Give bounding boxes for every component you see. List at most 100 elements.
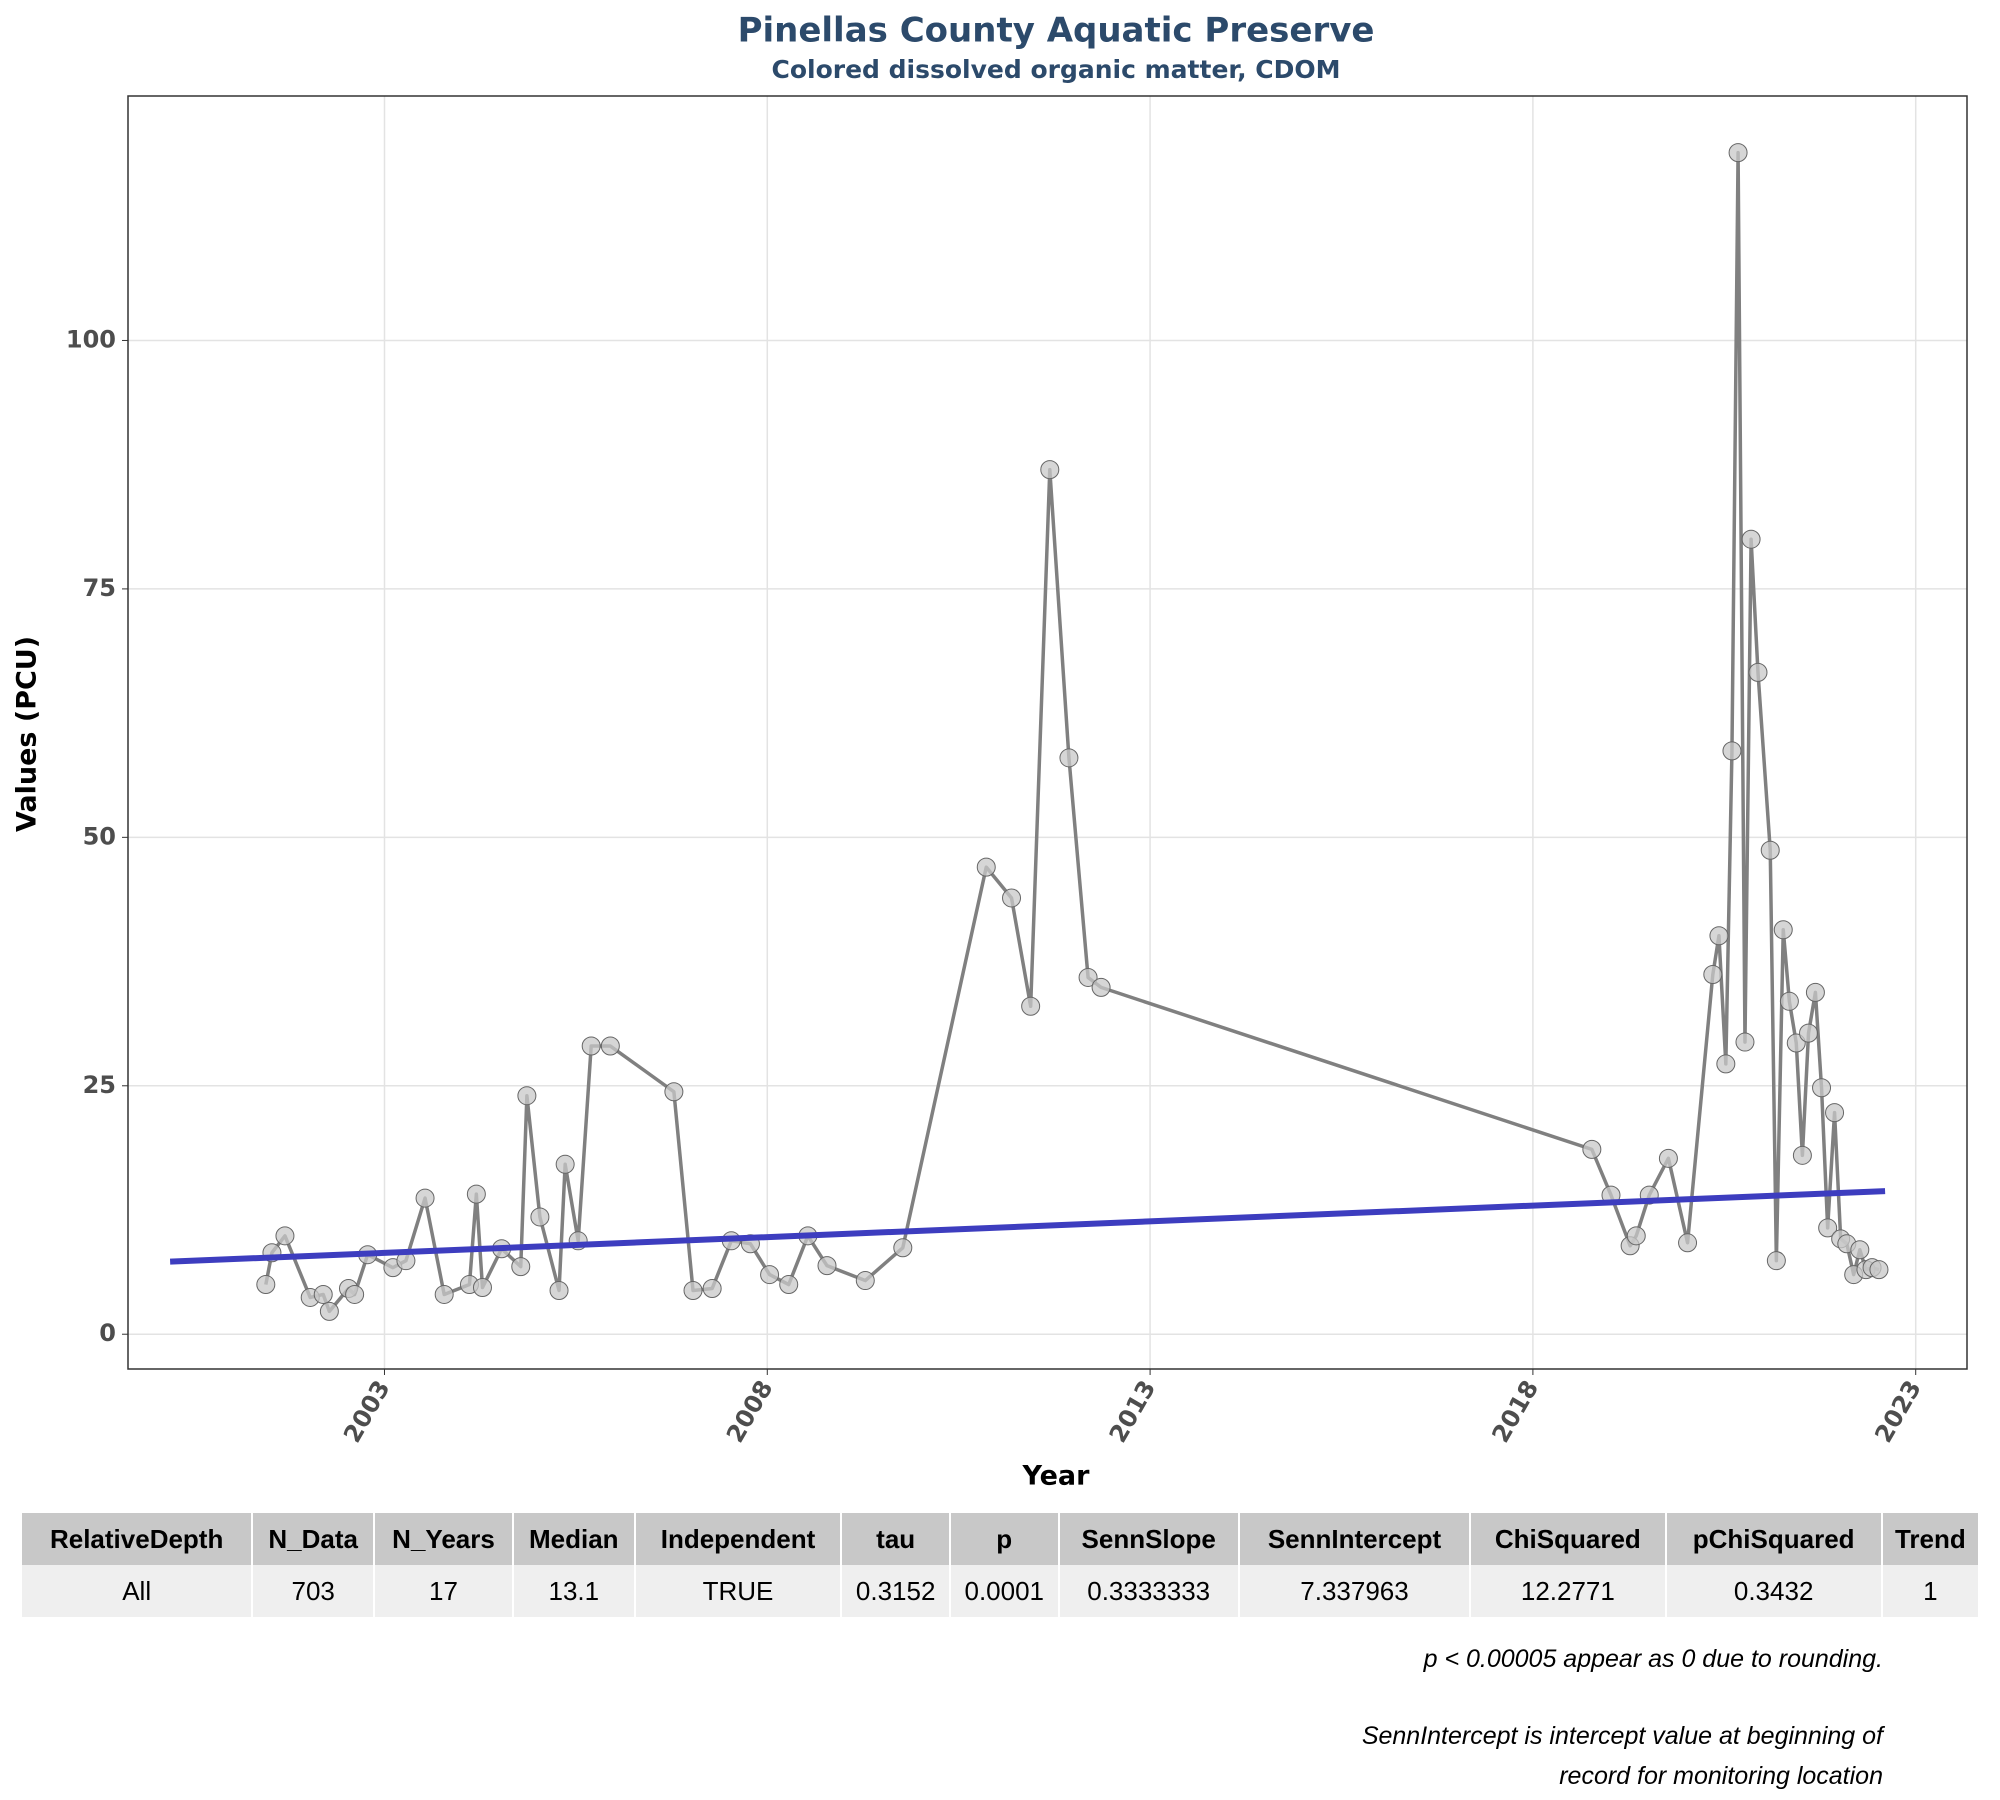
y-tick-label: 25 bbox=[83, 1071, 116, 1099]
data-point bbox=[1582, 1139, 1602, 1159]
table-cell: 0.3152 bbox=[842, 1565, 949, 1617]
x-axis-label: Year bbox=[1022, 1461, 1091, 1492]
data-point bbox=[1760, 840, 1780, 860]
data-point bbox=[976, 857, 996, 877]
column-header: N_Data bbox=[253, 1513, 374, 1565]
data-point bbox=[1722, 741, 1742, 761]
plot-border bbox=[127, 95, 1968, 1370]
data-point bbox=[893, 1238, 913, 1258]
chart: Pinellas County Aquatic Preserve Colored… bbox=[12, 11, 1968, 1492]
table-cell: 0.0001 bbox=[950, 1565, 1058, 1617]
table-cell: TRUE bbox=[635, 1565, 841, 1617]
data-point bbox=[1799, 1023, 1819, 1043]
data-point bbox=[1678, 1233, 1698, 1253]
data-point bbox=[1741, 529, 1761, 549]
data-point bbox=[549, 1280, 569, 1300]
data-point bbox=[415, 1188, 435, 1208]
data-point bbox=[511, 1257, 531, 1277]
data-point bbox=[855, 1271, 875, 1291]
table-cell: 7.337963 bbox=[1239, 1565, 1470, 1617]
data-point bbox=[1748, 662, 1768, 682]
note: SennIntercept is intercept value at begi… bbox=[1361, 1722, 1883, 1750]
data-point bbox=[472, 1278, 492, 1298]
column-header: Independent bbox=[635, 1513, 841, 1565]
table-cell: 13.1 bbox=[513, 1565, 634, 1617]
column-header: SennIntercept bbox=[1239, 1513, 1470, 1565]
data-point bbox=[517, 1086, 537, 1106]
table-cell: 17 bbox=[375, 1565, 512, 1617]
column-header: N_Years bbox=[375, 1513, 512, 1565]
stats-table: RelativeDepth N_Data N_Years Median Independ… bbox=[20, 1513, 1980, 1617]
y-axis-label: Values (PCU) bbox=[12, 636, 43, 832]
y-tick-label: 100 bbox=[66, 325, 116, 353]
data-point bbox=[1040, 460, 1060, 480]
column-header: RelativeDepth bbox=[22, 1513, 252, 1565]
data-point bbox=[275, 1226, 295, 1246]
data-point bbox=[1818, 1218, 1838, 1238]
x-tick-label: 2013 bbox=[1104, 1376, 1162, 1448]
data-point bbox=[1626, 1226, 1646, 1246]
x-tick-label: 2023 bbox=[1869, 1376, 1927, 1448]
table-header: RelativeDepth N_Data N_Years Median Independ… bbox=[22, 1513, 1978, 1565]
data-point bbox=[1021, 996, 1041, 1016]
data-point bbox=[1773, 920, 1793, 940]
trend-line bbox=[169, 1188, 1886, 1265]
x-tick-label: 2018 bbox=[1487, 1376, 1545, 1448]
data-point bbox=[466, 1184, 486, 1204]
data-point bbox=[530, 1207, 550, 1227]
y-tick-label: 50 bbox=[83, 822, 116, 850]
data-point bbox=[581, 1036, 601, 1056]
data-point bbox=[1812, 1078, 1832, 1098]
data-point bbox=[600, 1036, 620, 1056]
table-cell: 12.2771 bbox=[1471, 1565, 1665, 1617]
data-point bbox=[779, 1275, 799, 1295]
data-point bbox=[1716, 1054, 1736, 1074]
data-point bbox=[345, 1284, 365, 1304]
data-point bbox=[817, 1256, 837, 1276]
column-header: pChiSquared bbox=[1666, 1513, 1881, 1565]
data-point bbox=[1703, 964, 1723, 984]
data-point bbox=[1002, 888, 1022, 908]
data-point bbox=[1658, 1148, 1678, 1168]
data-point bbox=[1792, 1145, 1812, 1165]
data-point bbox=[555, 1154, 575, 1174]
data-point bbox=[313, 1284, 333, 1304]
chart-subtitle: Colored dissolved organic matter, CDOM bbox=[772, 55, 1341, 84]
table-cell: 1 bbox=[1882, 1565, 1978, 1617]
data-point bbox=[760, 1265, 780, 1285]
data-point bbox=[683, 1280, 703, 1300]
data-point bbox=[1735, 1032, 1755, 1052]
data-point bbox=[702, 1279, 722, 1299]
data-point bbox=[1709, 926, 1729, 946]
data-point bbox=[319, 1301, 339, 1321]
data-point bbox=[434, 1284, 454, 1304]
column-header: p bbox=[950, 1513, 1058, 1565]
y-tick-label: 0 bbox=[99, 1319, 116, 1347]
note: p < 0.00005 appear as 0 due to rounding. bbox=[1423, 1645, 1883, 1673]
column-header: tau bbox=[842, 1513, 949, 1565]
x-tick-label: 2008 bbox=[721, 1376, 779, 1448]
column-header: SennSlope bbox=[1059, 1513, 1238, 1565]
table-cell: 0.3333333 bbox=[1059, 1565, 1238, 1617]
note: record for monitoring location bbox=[1559, 1762, 1883, 1790]
data-point bbox=[1091, 977, 1111, 997]
column-header: Trend bbox=[1882, 1513, 1978, 1565]
data-point bbox=[1766, 1251, 1786, 1271]
data-point bbox=[1728, 143, 1748, 163]
data-point bbox=[1078, 967, 1098, 987]
data-point bbox=[256, 1275, 276, 1295]
data-line bbox=[264, 150, 1880, 1314]
table-cell: All bbox=[22, 1565, 252, 1617]
table-cell: 0.3432 bbox=[1666, 1565, 1881, 1617]
data-point bbox=[664, 1082, 684, 1102]
data-point bbox=[1825, 1103, 1845, 1123]
y-tick-label: 75 bbox=[83, 574, 116, 602]
data-point bbox=[1805, 982, 1825, 1002]
data-point bbox=[1779, 991, 1799, 1011]
chart-title: Pinellas County Aquatic Preserve bbox=[738, 11, 1375, 51]
plot-panel bbox=[128, 96, 1967, 1369]
data-point bbox=[1850, 1240, 1870, 1260]
column-header: ChiSquared bbox=[1471, 1513, 1665, 1565]
data-point bbox=[1869, 1260, 1889, 1280]
